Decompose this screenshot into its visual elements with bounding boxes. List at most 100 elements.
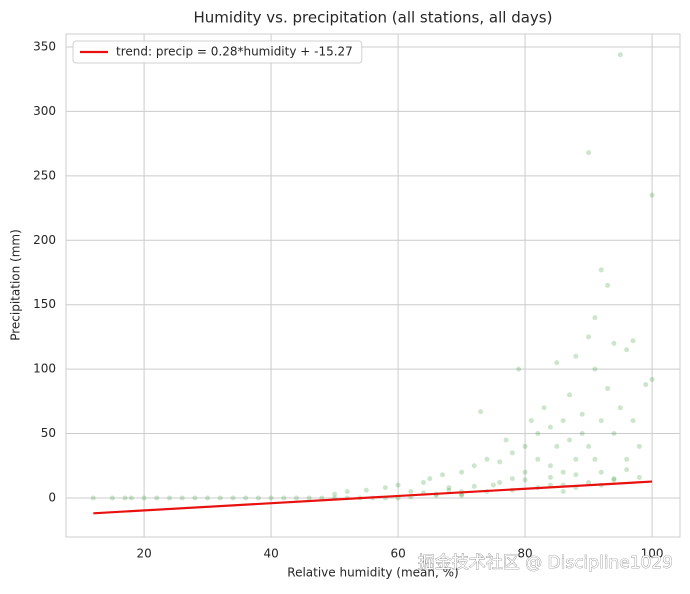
scatter-point (598, 418, 604, 424)
scatter-point (268, 495, 274, 501)
scatter-point (611, 340, 617, 346)
scatter-point (579, 431, 585, 437)
scatter-point (547, 463, 553, 469)
scatter-point (624, 467, 630, 473)
scatter-point (592, 366, 598, 372)
x-tick-label: 40 (263, 547, 278, 561)
scatter-point (306, 495, 312, 501)
scatter-point (605, 282, 611, 288)
scatter-point (573, 456, 579, 462)
y-tick-label: 150 (33, 297, 56, 311)
scatter-point (192, 495, 198, 501)
scatter-point (205, 495, 211, 501)
scatter-point (586, 334, 592, 340)
scatter-point (427, 476, 433, 482)
scatter-point (522, 443, 528, 449)
y-tick-label: 50 (41, 426, 56, 440)
scatter-point (141, 495, 147, 501)
scatter-point (217, 495, 223, 501)
x-tick-label: 100 (641, 547, 664, 561)
y-tick-label: 250 (33, 168, 56, 182)
scatter-point (243, 495, 249, 501)
scatter-point (478, 409, 484, 415)
watermark: 掘金技术社区 @ Discipline1029 (418, 553, 673, 573)
scatter-point (471, 483, 477, 489)
scatter-point (586, 150, 592, 156)
y-tick-label: 350 (33, 40, 56, 54)
scatter-point (624, 347, 630, 353)
scatter-point (560, 418, 566, 424)
scatter-point (630, 418, 636, 424)
scatter-point (90, 495, 96, 501)
y-tick-label: 200 (33, 233, 56, 247)
scatter-point (459, 469, 465, 475)
scatter-point (586, 479, 592, 485)
scatter-point (522, 469, 528, 475)
scatter-point (179, 495, 185, 501)
scatter-point (230, 495, 236, 501)
scatter-point (535, 431, 541, 437)
scatter-point (522, 477, 528, 483)
scatter-point (382, 485, 388, 491)
scatter-point (535, 456, 541, 462)
scatter-point (643, 382, 649, 388)
scatter-point (344, 489, 350, 495)
scatter-point (567, 437, 573, 443)
y-tick-label: 100 (33, 362, 56, 376)
scatter-point (573, 353, 579, 359)
scatter-point (611, 431, 617, 437)
plot-border (65, 33, 681, 538)
scatter-point (528, 418, 534, 424)
scatter-point (560, 469, 566, 475)
scatter-point (649, 376, 655, 382)
scatter-point (592, 315, 598, 321)
scatter-point (281, 495, 287, 501)
scatter-point (446, 487, 452, 493)
scatter-point (649, 192, 655, 198)
x-tick-label: 60 (390, 547, 405, 561)
scatter-point (516, 366, 522, 372)
scatter-point (554, 443, 560, 449)
scatter-point (586, 443, 592, 449)
scatter-point (440, 472, 446, 478)
scatter-point (490, 482, 496, 488)
scatter-point (567, 392, 573, 398)
scatter-point (128, 495, 134, 501)
scatter-point (497, 479, 503, 485)
plot-area: 0 50 100 150 200 250 300 350 20 40 60 80 100 trend: p… (33, 33, 681, 561)
scatter-point (509, 450, 515, 456)
scatter-point (630, 338, 636, 344)
scatter-point (109, 495, 115, 501)
scatter-point (605, 385, 611, 391)
trend-line (93, 480, 653, 515)
scatter-point (293, 495, 299, 501)
scatter-point (459, 492, 465, 498)
scatter-point (541, 405, 547, 411)
scatter-point (154, 495, 160, 501)
scatter-point (503, 437, 509, 443)
scatter-point (554, 360, 560, 366)
x-tick-label: 80 (517, 547, 532, 561)
legend-label: trend: precip = 0.28*humidity + -15.27 (116, 45, 353, 59)
scatter-point (122, 495, 128, 501)
legend: trend: precip = 0.28*humidity + -15.27 (72, 40, 363, 64)
scatter-point (332, 491, 338, 497)
scatter-point (255, 495, 261, 501)
scatter-point (598, 267, 604, 273)
scatter-point (617, 405, 623, 411)
scatter-point (611, 476, 617, 482)
y-axis-label: Precipitation (mm) (9, 229, 23, 341)
scatter-point (509, 476, 515, 482)
scatter-point (573, 472, 579, 478)
scatter-point (363, 487, 369, 493)
scatter-point (579, 411, 585, 417)
scatter-point (636, 474, 642, 480)
scatter-point (408, 489, 414, 495)
scatter-point (395, 482, 401, 488)
scatter-point (497, 459, 503, 465)
x-tick-label: 20 (136, 547, 151, 561)
scatter-point (611, 477, 617, 483)
scatter-point (617, 52, 623, 58)
